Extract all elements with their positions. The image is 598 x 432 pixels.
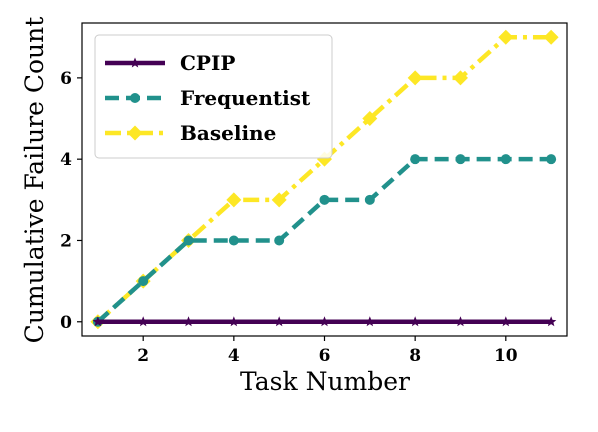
data-point-frequentist <box>274 235 285 246</box>
y-tick-label: 4 <box>60 150 72 170</box>
x-tick-label: 6 <box>319 346 331 366</box>
data-point-frequentist <box>183 235 194 246</box>
legend-marker-cpip <box>129 57 141 68</box>
data-point-baseline <box>498 29 514 45</box>
data-point-baseline <box>226 192 242 208</box>
data-point-cpip <box>319 316 330 327</box>
legend-label-frequentist: Frequentist <box>180 86 311 110</box>
y-tick-label: 6 <box>60 69 72 89</box>
series-layer <box>90 29 559 330</box>
y-tick-label: 2 <box>60 231 72 251</box>
legend-box <box>94 34 333 159</box>
data-point-cpip <box>455 316 466 327</box>
data-point-cpip <box>545 316 557 327</box>
data-point-frequentist <box>319 194 330 205</box>
y-axis-title: Cumulative Failure Count <box>20 17 49 344</box>
data-point-frequentist <box>500 154 511 165</box>
data-point-frequentist <box>546 154 557 165</box>
legend: CPIP Frequentist Baseline <box>94 34 333 159</box>
data-point-cpip <box>92 316 104 327</box>
x-tick-label: 10 <box>494 346 518 366</box>
data-point-frequentist <box>410 154 421 165</box>
data-point-baseline <box>543 29 559 45</box>
data-point-baseline <box>271 192 287 208</box>
data-point-frequentist <box>228 235 239 246</box>
x-axis-title: Task Number <box>240 367 410 396</box>
series-frequentist <box>92 154 557 327</box>
series-line-frequentist <box>96 156 552 324</box>
data-point-baseline <box>452 70 468 86</box>
series-cpip <box>92 316 557 327</box>
data-point-cpip <box>183 316 194 327</box>
legend-marker-frequentist <box>130 93 140 103</box>
legend-item-baseline: Baseline <box>105 121 276 145</box>
x-tick-label: 2 <box>137 346 149 366</box>
data-point-cpip <box>137 316 149 327</box>
legend-marker-baseline <box>127 125 143 141</box>
legend-item-cpip: CPIP <box>105 51 235 75</box>
data-point-baseline <box>407 70 423 86</box>
x-tick-label: 8 <box>409 346 421 366</box>
data-point-cpip <box>364 316 376 327</box>
data-point-frequentist <box>455 154 466 165</box>
data-point-cpip <box>228 316 240 327</box>
legend-item-frequentist: Frequentist <box>105 86 311 110</box>
legend-label-cpip: CPIP <box>180 51 235 75</box>
data-point-cpip <box>273 316 285 327</box>
legend-label-baseline: Baseline <box>180 121 276 145</box>
axes-layer: 2 4 6 8 10 0 2 4 6 <box>60 22 568 366</box>
y-tick-label: 0 <box>60 313 72 333</box>
data-point-cpip <box>500 316 512 327</box>
data-point-baseline <box>362 111 378 127</box>
x-tick-label: 4 <box>228 346 240 366</box>
data-point-frequentist <box>364 194 375 205</box>
data-point-cpip <box>409 316 421 327</box>
data-point-frequentist <box>138 276 149 287</box>
